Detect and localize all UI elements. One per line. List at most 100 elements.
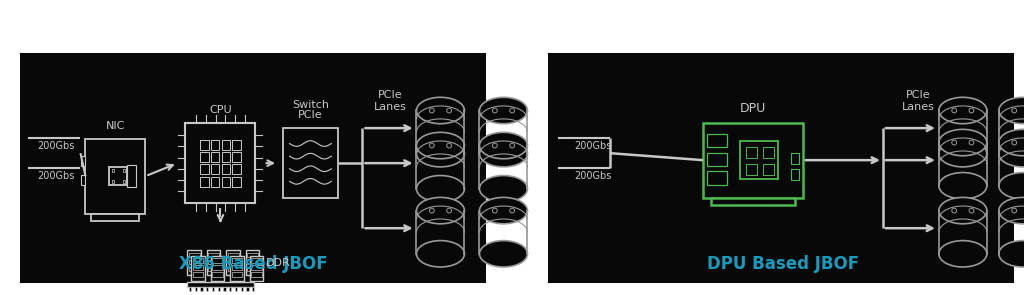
Bar — [188, 260, 200, 264]
Circle shape — [1012, 140, 1017, 145]
Ellipse shape — [939, 97, 987, 124]
Ellipse shape — [998, 197, 1024, 224]
Bar — [711, 198, 795, 205]
Bar — [763, 164, 774, 175]
Bar — [185, 123, 255, 203]
Bar — [763, 147, 774, 158]
Circle shape — [510, 143, 514, 148]
Bar — [206, 287, 209, 291]
Ellipse shape — [417, 140, 465, 167]
Bar — [232, 177, 241, 187]
Bar — [745, 147, 757, 158]
Text: PCIe: PCIe — [905, 90, 930, 100]
Bar — [211, 256, 224, 281]
Ellipse shape — [939, 140, 987, 167]
Bar — [212, 265, 223, 270]
Bar — [227, 260, 239, 264]
Text: 200Gbs: 200Gbs — [574, 141, 611, 151]
Bar — [248, 260, 258, 264]
Bar — [246, 250, 259, 275]
Ellipse shape — [998, 129, 1024, 156]
Bar — [186, 282, 254, 287]
Ellipse shape — [417, 132, 465, 159]
Bar — [231, 265, 243, 270]
Bar — [745, 164, 757, 175]
Bar — [250, 256, 263, 281]
Bar — [127, 165, 136, 187]
Bar — [227, 267, 239, 271]
Circle shape — [969, 208, 974, 213]
Circle shape — [429, 208, 434, 213]
Ellipse shape — [417, 97, 465, 124]
Text: X86 Based JBOF: X86 Based JBOF — [178, 255, 328, 273]
Bar — [208, 253, 219, 257]
Bar — [81, 156, 85, 166]
Bar — [123, 180, 125, 183]
Circle shape — [510, 108, 514, 113]
Bar — [241, 287, 243, 291]
Bar — [191, 256, 205, 281]
Bar — [85, 139, 145, 214]
Ellipse shape — [998, 140, 1024, 167]
Text: PCIe: PCIe — [298, 110, 323, 120]
Bar — [187, 250, 201, 275]
Circle shape — [969, 140, 974, 145]
Bar — [212, 272, 223, 277]
Bar — [208, 260, 219, 264]
Bar — [123, 170, 125, 172]
Bar — [208, 267, 219, 271]
Bar — [251, 258, 262, 263]
Ellipse shape — [417, 176, 465, 202]
Text: 200Gbs: 200Gbs — [574, 171, 611, 181]
Bar — [232, 164, 241, 174]
Bar — [707, 153, 727, 166]
Circle shape — [510, 208, 514, 213]
Bar — [193, 258, 204, 263]
Bar — [211, 177, 219, 187]
Bar — [252, 287, 254, 291]
Ellipse shape — [479, 140, 527, 167]
Text: CPU: CPU — [209, 105, 231, 115]
Bar — [702, 123, 803, 198]
Bar — [110, 167, 127, 185]
Circle shape — [429, 143, 434, 148]
Circle shape — [951, 140, 956, 145]
Text: DPU Based JBOF: DPU Based JBOF — [708, 255, 859, 273]
Bar — [221, 152, 230, 162]
Circle shape — [429, 108, 434, 113]
Bar — [211, 164, 219, 174]
Bar — [211, 152, 219, 162]
Text: 200Gbs: 200Gbs — [37, 171, 74, 181]
Bar — [81, 175, 85, 185]
Bar — [227, 253, 239, 257]
Bar — [200, 177, 209, 187]
Bar — [251, 272, 262, 277]
Bar — [226, 250, 240, 275]
Circle shape — [951, 108, 956, 113]
Bar — [112, 180, 115, 183]
Ellipse shape — [939, 129, 987, 156]
Bar — [193, 265, 204, 270]
Ellipse shape — [998, 173, 1024, 199]
Bar — [188, 267, 200, 271]
Bar — [193, 272, 204, 277]
Ellipse shape — [939, 197, 987, 224]
Bar — [251, 265, 262, 270]
Bar — [221, 177, 230, 187]
Bar — [232, 152, 241, 162]
Ellipse shape — [998, 241, 1024, 267]
Bar — [707, 171, 727, 185]
Bar — [218, 287, 220, 291]
Ellipse shape — [417, 197, 465, 224]
Text: NIC: NIC — [105, 121, 125, 131]
Ellipse shape — [998, 97, 1024, 124]
Circle shape — [446, 108, 452, 113]
Bar — [791, 169, 799, 181]
Bar — [229, 287, 231, 291]
Text: PCIe: PCIe — [378, 90, 402, 100]
Bar — [707, 134, 727, 148]
Bar — [230, 256, 244, 281]
Circle shape — [493, 143, 498, 148]
Bar — [207, 250, 220, 275]
Bar — [221, 164, 230, 174]
